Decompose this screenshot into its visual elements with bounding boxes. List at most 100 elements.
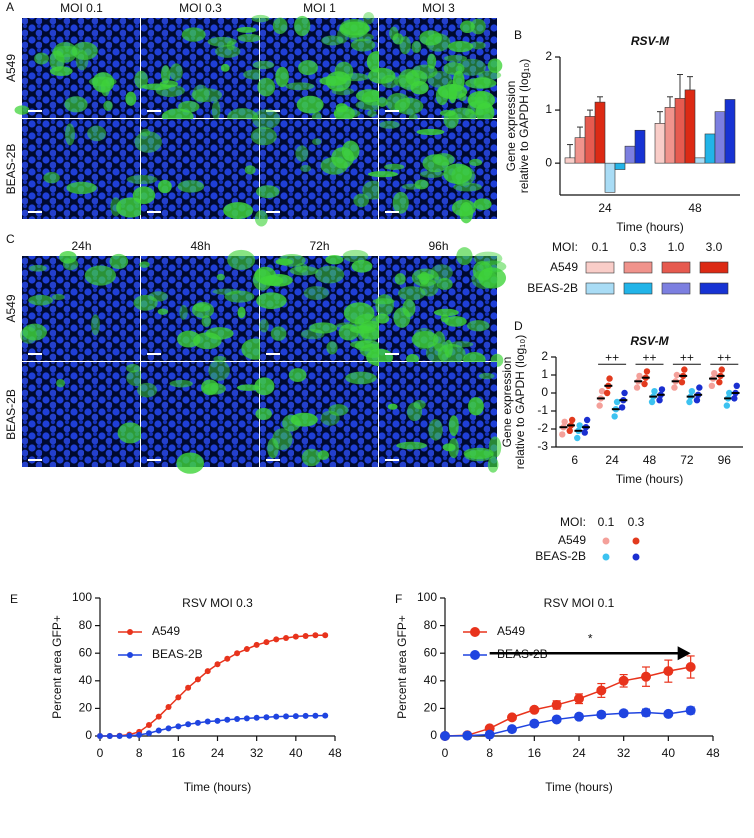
point [204, 718, 211, 725]
bar [684, 89, 696, 164]
dot [731, 395, 738, 402]
gfp-signal [394, 273, 406, 285]
legend-marker [470, 627, 480, 637]
gfp-signal [410, 80, 429, 95]
gfp-signal [272, 17, 288, 34]
gfp-signal [309, 322, 338, 334]
gfp-signal [161, 65, 171, 84]
dot [621, 389, 628, 397]
legend-dot [602, 553, 610, 561]
dot [648, 398, 656, 406]
gfp-signal [422, 154, 450, 173]
gfp-signal [201, 315, 212, 327]
micrograph [141, 362, 259, 467]
gfp-signal [470, 18, 486, 35]
x-tick-label: 0 [442, 746, 449, 760]
bar [724, 99, 736, 164]
column-label: 72h [309, 239, 329, 253]
gfp-signal [301, 448, 321, 467]
x-axis-label: Time (hours) [184, 780, 252, 794]
y-axis-label: Gene expression [500, 357, 514, 448]
column-label: MOI 1 [303, 1, 336, 15]
gfp-signal [49, 66, 73, 77]
legend-moi: 0.1 [592, 240, 609, 254]
gfp-signal [389, 26, 399, 41]
x-tick-label: 24 [598, 201, 612, 215]
dot [611, 413, 618, 420]
point [214, 661, 221, 668]
gfp-signal [179, 304, 188, 320]
legend-marker [470, 650, 480, 660]
gfp-signal [333, 105, 355, 122]
gfp-signal [14, 105, 30, 115]
gfp-signal [215, 45, 241, 58]
dot [633, 384, 641, 391]
point [126, 732, 133, 739]
gfp-signal [103, 100, 113, 111]
gfp-signal [255, 407, 272, 420]
gfp-signal [254, 210, 268, 227]
y-tick-label: 2 [545, 49, 552, 63]
point [507, 712, 517, 723]
gfp-signal [466, 320, 490, 332]
chart-title: RSV-M [631, 34, 670, 48]
gfp-signal [87, 125, 107, 142]
point [263, 714, 270, 721]
dot [656, 397, 663, 404]
point [234, 716, 241, 723]
legend-marker [127, 652, 133, 658]
point [484, 729, 495, 740]
legend-label: A549 [152, 624, 180, 638]
point [551, 699, 562, 710]
gfp-signal [392, 191, 409, 214]
y-tick-label: 20 [79, 701, 93, 715]
bar [574, 137, 586, 164]
x-tick-label: 48 [328, 746, 342, 760]
panel-letter: D [514, 319, 523, 333]
gfp-signal [71, 41, 98, 60]
annotation-arrowhead [677, 646, 691, 661]
gfp-signal [321, 35, 344, 46]
gfp-signal [75, 49, 89, 71]
y-tick-label: 1 [541, 367, 548, 381]
x-tick-label: 72 [680, 453, 694, 467]
gfp-signal [254, 377, 275, 396]
dot [671, 384, 678, 391]
x-tick-label: 8 [136, 746, 143, 760]
gfp-signal [212, 288, 241, 295]
point [204, 668, 211, 675]
bar [664, 107, 676, 164]
gfp-signal [177, 180, 205, 193]
point [685, 662, 696, 672]
y-axis-label: Gene expression [504, 81, 518, 172]
micrograph [22, 256, 140, 361]
gfp-signal [487, 58, 503, 73]
legend-swatch [661, 282, 691, 295]
dot [613, 398, 621, 406]
significance-label: ++ [717, 350, 731, 364]
gfp-signal [351, 260, 373, 273]
point [97, 733, 103, 739]
gfp-signal [406, 354, 419, 365]
dot [733, 382, 740, 389]
gfp-signal [289, 266, 319, 276]
gfp-signal [295, 145, 309, 162]
significance-label: ++ [642, 350, 656, 364]
bar [604, 162, 616, 193]
gfp-signal [237, 306, 246, 319]
legend-group: BEAS-2B [535, 549, 586, 563]
gfp-signal [157, 179, 172, 194]
x-axis-label: Time (hours) [616, 472, 684, 486]
gfp-signal [255, 185, 280, 199]
gfp-signal [419, 170, 444, 178]
significance-label: ++ [680, 350, 694, 364]
point [663, 666, 674, 677]
gfp-signal [192, 84, 210, 103]
gfp-signal [339, 21, 370, 36]
legend-moi: 0.1 [598, 515, 615, 529]
dot [681, 366, 688, 373]
point [283, 635, 290, 642]
gfp-signal [393, 307, 411, 328]
gfp-signal [236, 26, 257, 33]
gfp-signal [463, 447, 494, 460]
